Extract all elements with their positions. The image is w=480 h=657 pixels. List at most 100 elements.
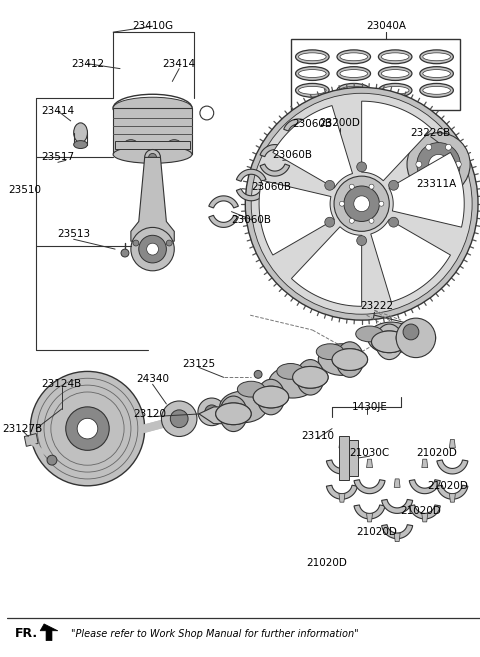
Ellipse shape: [269, 367, 316, 398]
Ellipse shape: [420, 83, 454, 97]
Ellipse shape: [113, 94, 192, 122]
Polygon shape: [367, 459, 372, 468]
Text: 21020D: 21020D: [400, 507, 441, 516]
Circle shape: [245, 87, 478, 320]
Ellipse shape: [332, 349, 368, 371]
Ellipse shape: [316, 344, 344, 359]
Polygon shape: [361, 101, 432, 181]
Text: 23412: 23412: [71, 58, 104, 69]
Circle shape: [389, 217, 398, 227]
Circle shape: [349, 218, 354, 223]
Ellipse shape: [372, 331, 407, 353]
Polygon shape: [409, 480, 440, 493]
Ellipse shape: [423, 53, 450, 60]
Circle shape: [205, 405, 219, 419]
Bar: [448, 198, 452, 212]
Ellipse shape: [253, 386, 288, 408]
Polygon shape: [382, 525, 413, 539]
Ellipse shape: [299, 53, 326, 60]
Circle shape: [357, 162, 367, 171]
Ellipse shape: [73, 141, 87, 148]
Polygon shape: [354, 480, 385, 493]
Circle shape: [426, 179, 432, 185]
Polygon shape: [339, 440, 345, 448]
Ellipse shape: [113, 97, 192, 119]
Circle shape: [47, 455, 57, 465]
Polygon shape: [260, 164, 290, 176]
Polygon shape: [291, 227, 361, 306]
Polygon shape: [449, 493, 456, 502]
Ellipse shape: [340, 70, 368, 78]
Circle shape: [349, 184, 354, 189]
Circle shape: [131, 227, 174, 271]
Text: "Please refer to Work Shop Manual for further information": "Please refer to Work Shop Manual for fu…: [71, 629, 359, 639]
Polygon shape: [113, 108, 192, 154]
Circle shape: [417, 143, 460, 186]
Circle shape: [339, 201, 344, 206]
Circle shape: [369, 184, 374, 189]
Text: 21020D: 21020D: [416, 448, 457, 459]
Polygon shape: [437, 460, 468, 474]
Circle shape: [66, 407, 109, 450]
Ellipse shape: [124, 140, 138, 150]
Polygon shape: [131, 158, 174, 241]
Circle shape: [144, 150, 160, 166]
Polygon shape: [209, 196, 239, 208]
Ellipse shape: [73, 123, 87, 143]
Polygon shape: [389, 152, 464, 227]
Ellipse shape: [337, 66, 371, 80]
Text: 23311A: 23311A: [417, 179, 457, 189]
Circle shape: [198, 398, 226, 426]
Text: 1430JE: 1430JE: [352, 402, 387, 412]
Ellipse shape: [378, 66, 412, 80]
Polygon shape: [349, 440, 358, 476]
Polygon shape: [437, 486, 468, 499]
Text: 23060B: 23060B: [251, 182, 291, 192]
Polygon shape: [236, 189, 266, 201]
Polygon shape: [367, 513, 372, 522]
Polygon shape: [326, 460, 358, 474]
Polygon shape: [339, 493, 345, 502]
Text: 23200D: 23200D: [320, 118, 360, 128]
Ellipse shape: [296, 83, 329, 97]
Ellipse shape: [337, 83, 371, 97]
Ellipse shape: [299, 70, 326, 78]
Circle shape: [456, 162, 461, 168]
Circle shape: [426, 145, 432, 150]
Ellipse shape: [382, 53, 409, 60]
Polygon shape: [209, 215, 239, 227]
Ellipse shape: [297, 359, 324, 395]
Ellipse shape: [337, 50, 371, 64]
Circle shape: [344, 186, 379, 221]
Circle shape: [445, 145, 451, 150]
Text: 23124B: 23124B: [42, 379, 82, 389]
Text: 23125: 23125: [182, 359, 216, 369]
Circle shape: [30, 371, 144, 486]
Polygon shape: [236, 170, 266, 181]
Ellipse shape: [296, 66, 329, 80]
Ellipse shape: [396, 326, 436, 350]
Text: 23110: 23110: [301, 432, 334, 442]
Ellipse shape: [253, 386, 288, 408]
Ellipse shape: [340, 86, 368, 94]
Ellipse shape: [382, 70, 409, 78]
Circle shape: [161, 401, 197, 436]
Text: 23517: 23517: [41, 152, 74, 162]
Ellipse shape: [356, 326, 384, 342]
Ellipse shape: [423, 70, 450, 78]
Text: 23222: 23222: [360, 302, 393, 311]
Polygon shape: [449, 440, 456, 448]
Polygon shape: [354, 505, 385, 519]
Circle shape: [139, 235, 167, 263]
Text: 21020D: 21020D: [356, 527, 397, 537]
Ellipse shape: [378, 83, 412, 97]
Text: 21020D: 21020D: [307, 558, 348, 568]
Text: 23060B: 23060B: [292, 119, 332, 129]
Circle shape: [133, 240, 139, 246]
Text: 23060B: 23060B: [273, 150, 312, 160]
Ellipse shape: [318, 344, 366, 375]
Circle shape: [389, 181, 398, 191]
Bar: [291, 39, 460, 110]
Ellipse shape: [296, 50, 329, 64]
Ellipse shape: [372, 331, 407, 353]
